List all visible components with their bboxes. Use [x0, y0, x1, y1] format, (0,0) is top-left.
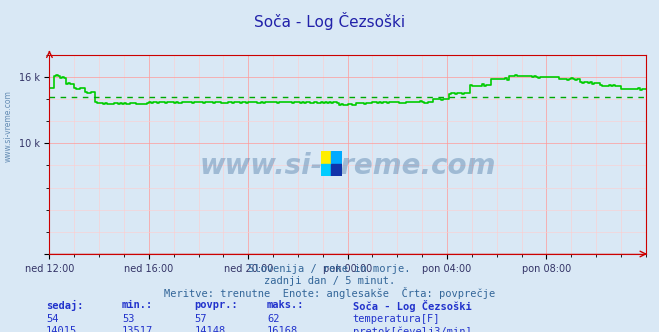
- Bar: [331, 164, 342, 176]
- Text: temperatura[F]: temperatura[F]: [353, 314, 440, 324]
- Text: 57: 57: [194, 314, 207, 324]
- Text: min.:: min.:: [122, 300, 153, 310]
- Text: povpr.:: povpr.:: [194, 300, 238, 310]
- Bar: [321, 151, 331, 164]
- Text: 14015: 14015: [46, 326, 77, 332]
- Text: 14148: 14148: [194, 326, 225, 332]
- Text: Soča - Log Čezsoški: Soča - Log Čezsoški: [254, 12, 405, 30]
- Text: pretok[čevelj3/min]: pretok[čevelj3/min]: [353, 326, 471, 332]
- Text: 54: 54: [46, 314, 59, 324]
- Text: 53: 53: [122, 314, 134, 324]
- Text: 16168: 16168: [267, 326, 298, 332]
- Text: maks.:: maks.:: [267, 300, 304, 310]
- Text: zadnji dan / 5 minut.: zadnji dan / 5 minut.: [264, 276, 395, 286]
- Text: Meritve: trenutne  Enote: anglesakše  Črta: povprečje: Meritve: trenutne Enote: anglesakše Črta…: [164, 287, 495, 299]
- Bar: [331, 151, 342, 164]
- Text: sedaj:: sedaj:: [46, 300, 84, 311]
- Text: 13517: 13517: [122, 326, 153, 332]
- Text: Slovenija / reke in morje.: Slovenija / reke in morje.: [248, 264, 411, 274]
- Text: 62: 62: [267, 314, 279, 324]
- Bar: [321, 164, 331, 176]
- Text: www.si-vreme.com: www.si-vreme.com: [200, 152, 496, 180]
- FancyBboxPatch shape: [336, 322, 347, 330]
- FancyBboxPatch shape: [336, 310, 347, 318]
- Text: Soča - Log Čezsoški: Soča - Log Čezsoški: [353, 300, 471, 312]
- Text: www.si-vreme.com: www.si-vreme.com: [4, 90, 13, 162]
